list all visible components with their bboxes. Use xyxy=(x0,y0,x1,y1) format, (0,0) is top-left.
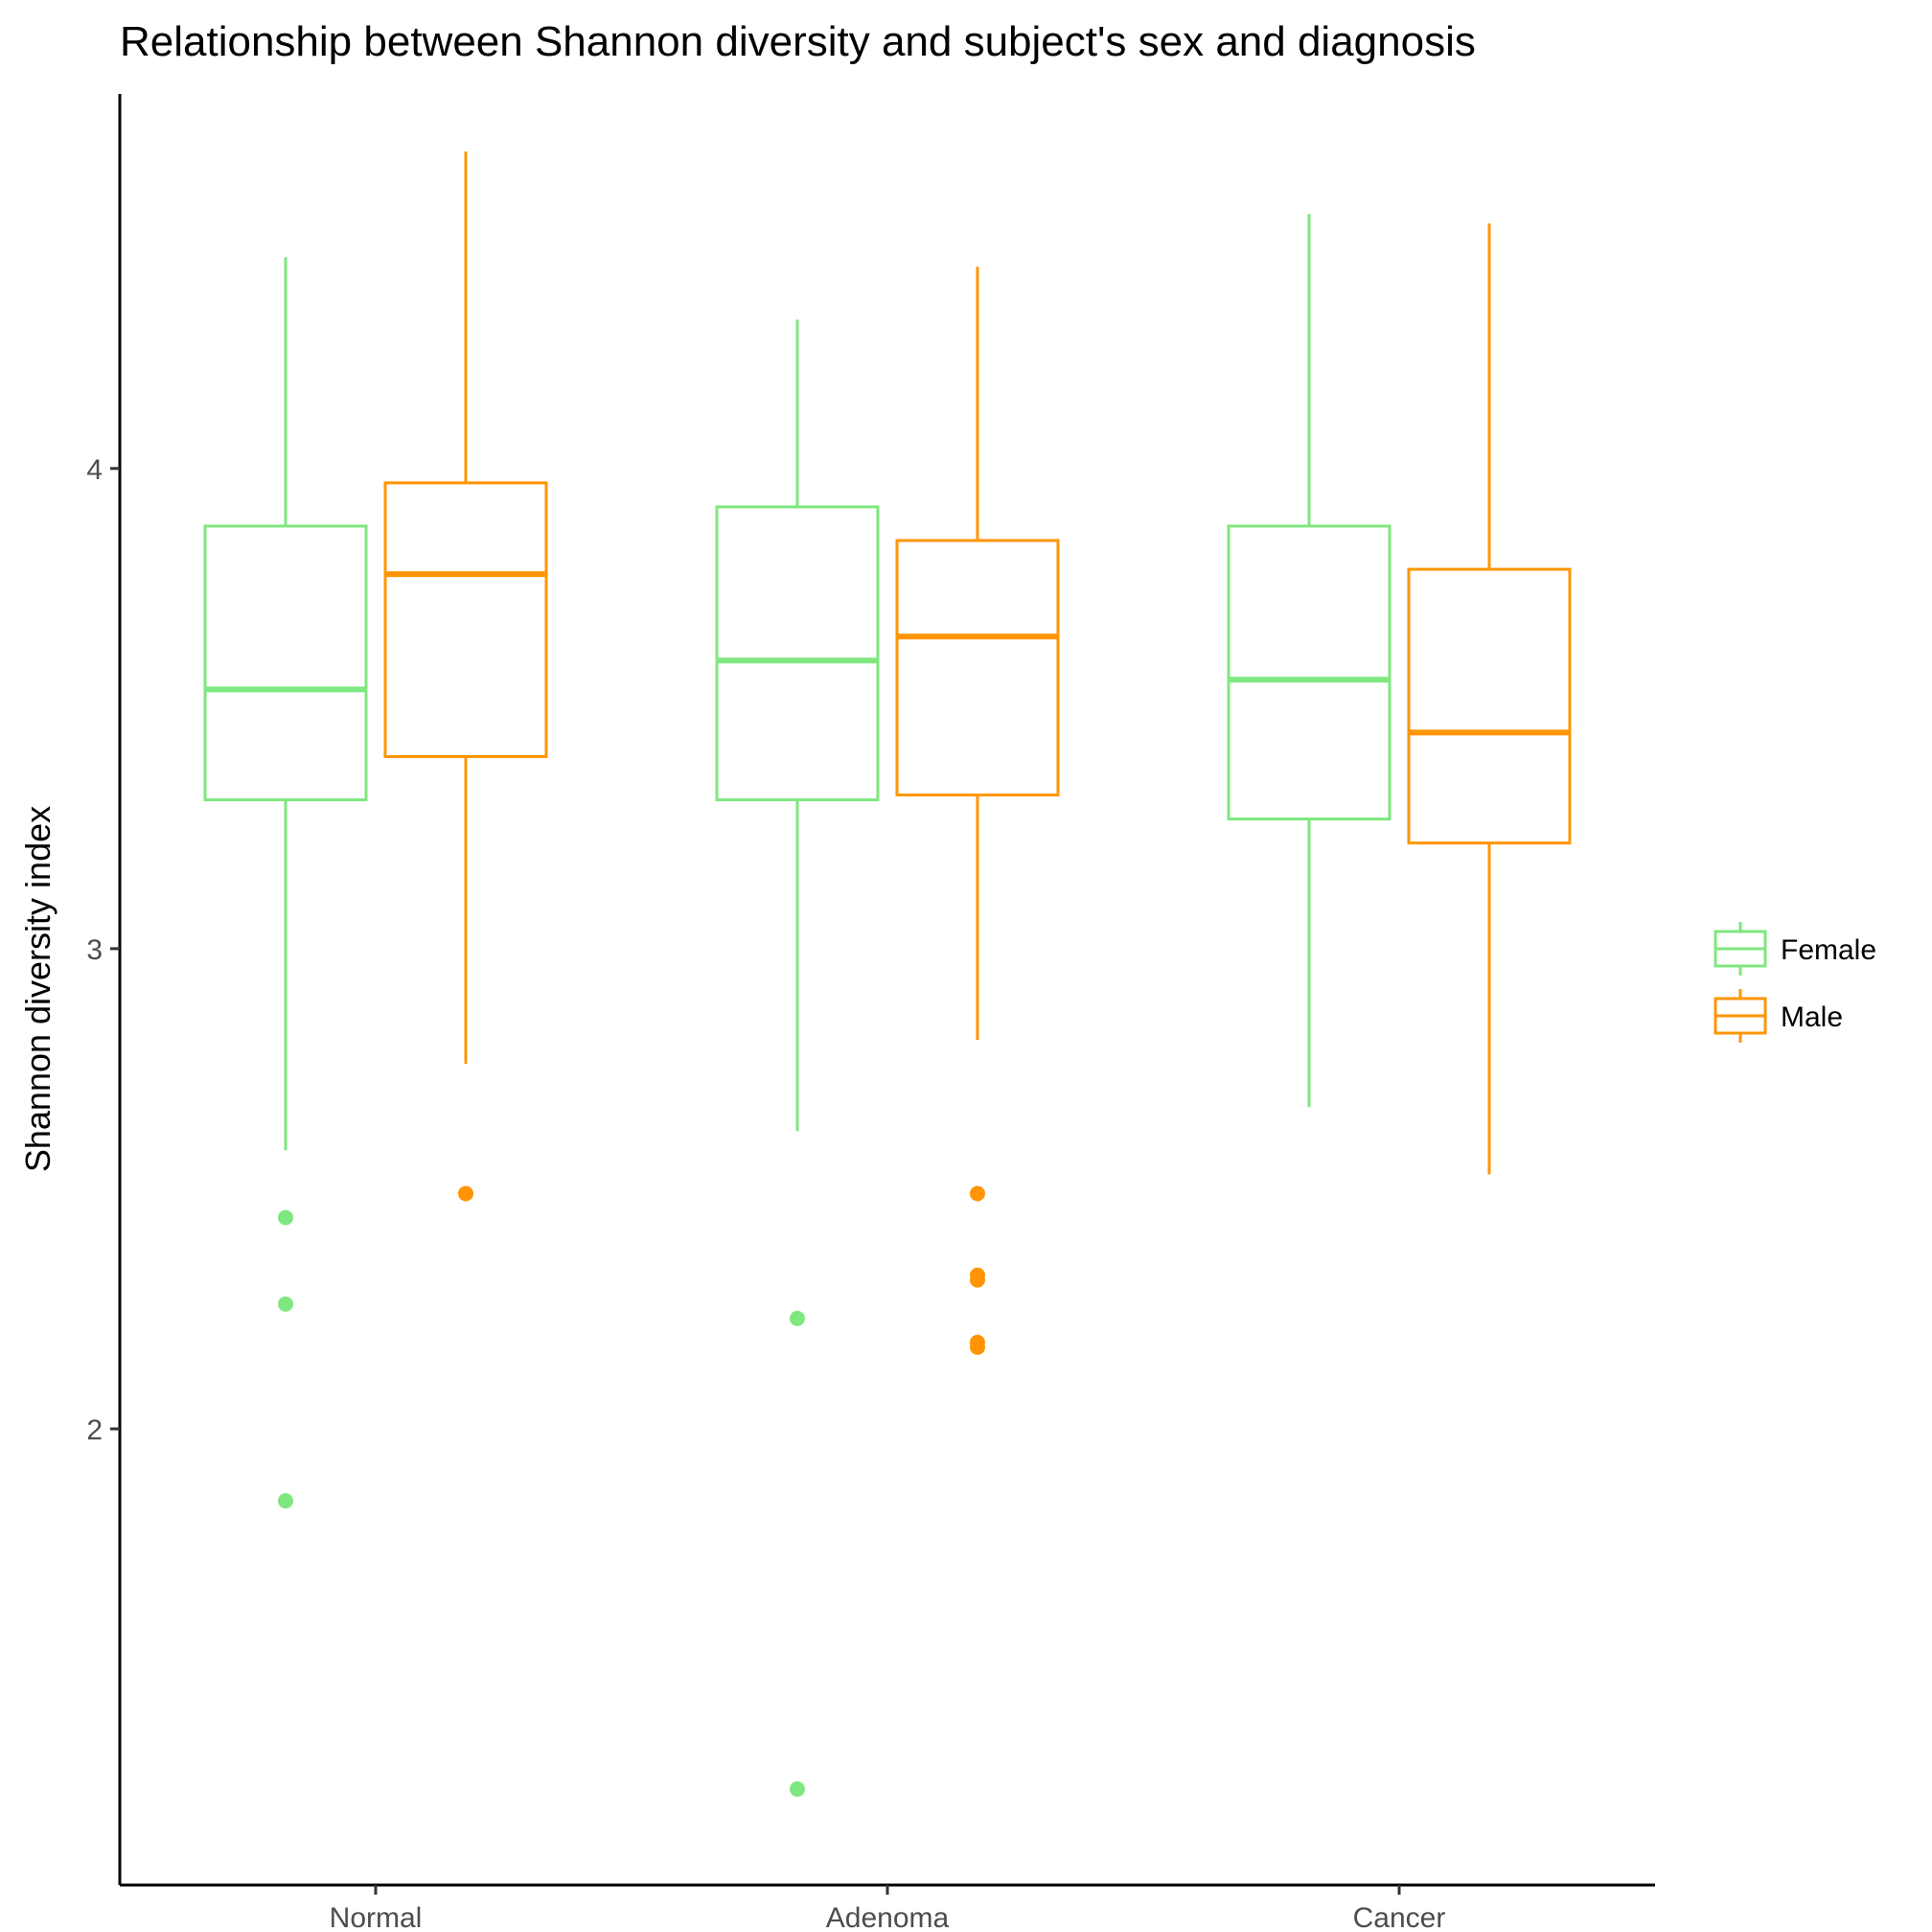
outlier-point xyxy=(278,1493,293,1509)
box-female-cancer xyxy=(1227,214,1392,1108)
outlier-point xyxy=(970,1272,985,1288)
x-tick-label: Adenoma xyxy=(826,1902,950,1932)
box-male-normal xyxy=(383,151,548,1202)
y-axis-ticks: 2 3 4 xyxy=(86,454,120,1446)
box-iqr xyxy=(1407,567,1572,845)
chart-title: Relationship between Shannon diversity a… xyxy=(120,18,1476,65)
outlier-point xyxy=(458,1185,473,1202)
outlier-point xyxy=(970,1339,985,1355)
box-male-cancer xyxy=(1407,223,1572,1175)
y-tick-label: 4 xyxy=(86,454,103,486)
box-iqr xyxy=(1227,524,1392,821)
x-axis-ticks: Normal Adenoma Cancer xyxy=(330,1885,1446,1932)
box-male-adenoma xyxy=(895,266,1060,1355)
y-tick-label: 3 xyxy=(86,934,103,966)
box-female-adenoma xyxy=(715,319,880,1797)
legend-label: Male xyxy=(1781,1001,1843,1033)
box-iqr xyxy=(203,524,368,802)
legend-item-female: Female xyxy=(1714,922,1876,976)
outlier-point xyxy=(790,1310,805,1326)
y-axis-title: Shannon diversity index xyxy=(18,806,58,1172)
legend-item-male: Male xyxy=(1714,989,1843,1043)
box-iqr xyxy=(383,481,548,758)
outlier-point xyxy=(278,1296,293,1312)
legend-label: Female xyxy=(1781,934,1876,966)
x-tick-label: Cancer xyxy=(1353,1902,1446,1932)
outlier-point xyxy=(970,1185,985,1202)
box-female-normal xyxy=(203,257,368,1509)
legend: Female Male xyxy=(1714,922,1876,1043)
box-iqr xyxy=(895,539,1060,797)
x-tick-label: Normal xyxy=(330,1902,423,1932)
y-tick-label: 2 xyxy=(86,1414,103,1446)
outlier-point xyxy=(278,1209,293,1226)
box-iqr xyxy=(715,505,880,802)
outlier-point xyxy=(790,1781,805,1797)
plot-area xyxy=(203,151,1572,1797)
